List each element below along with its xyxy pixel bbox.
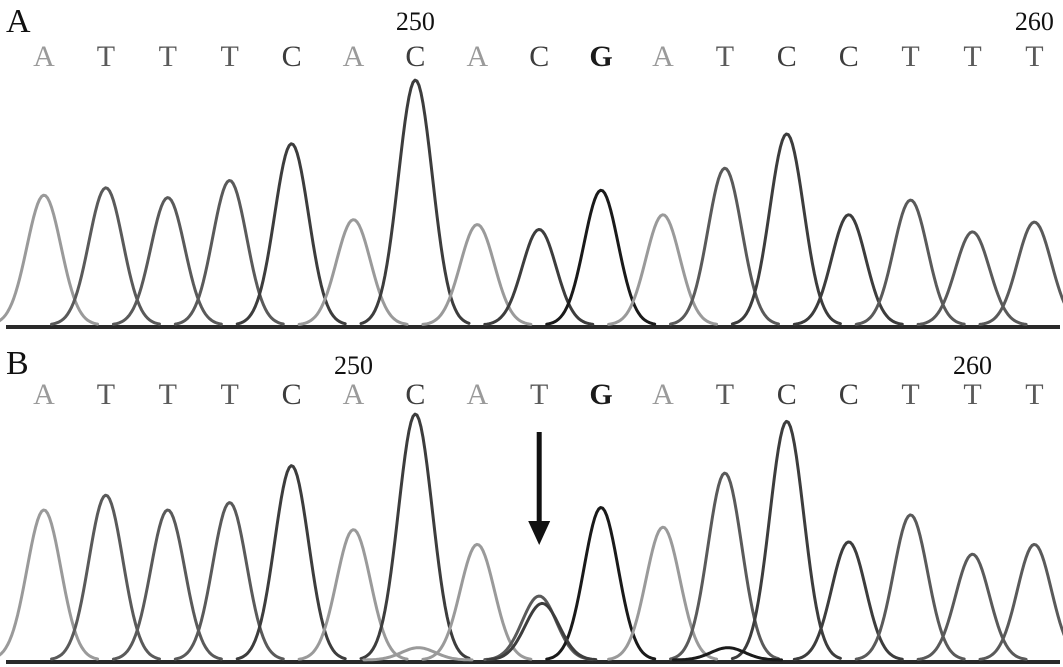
base-call: T: [97, 378, 115, 411]
peak-trace: [792, 213, 904, 326]
base-call: A: [466, 378, 488, 411]
base-call: T: [901, 378, 919, 411]
panel-a: A 250 260 A T T T C A C A C G A T C C T T T: [0, 3, 1063, 329]
panel-b-annotations: [528, 432, 551, 545]
peak-trace: [359, 412, 471, 660]
base-call: T: [716, 378, 734, 411]
peak-trace: [111, 196, 223, 326]
peak-trace: [669, 471, 780, 661]
base-call: C: [282, 378, 302, 411]
panel-a-position-labels: 250 260: [396, 7, 1054, 36]
base-call: T: [901, 40, 919, 73]
base-call: A: [33, 378, 55, 411]
base-call: C: [405, 40, 425, 73]
base-call: A: [466, 40, 488, 73]
base-call: C: [777, 378, 797, 411]
base-call: A: [652, 40, 674, 73]
peak-trace: [607, 525, 719, 661]
base-call: T: [963, 40, 981, 73]
peak-trace: [978, 542, 1063, 661]
panel-b: B 250 260 A T T T C A C A T G A T C C T T T: [0, 345, 1063, 664]
peak-trace: [545, 188, 657, 326]
base-call: T: [159, 378, 177, 411]
peak-trace: [421, 223, 533, 326]
panel-b-traces: [0, 412, 1063, 664]
peak-trace: [235, 464, 347, 661]
base-call: T: [963, 378, 981, 411]
peak-trace: [792, 540, 904, 661]
peak-trace: [607, 213, 719, 326]
peak-trace: [730, 419, 842, 661]
position-label: 260: [953, 351, 992, 380]
panel-b-letter: B: [6, 345, 29, 382]
base-call: C: [529, 40, 549, 73]
position-label: 250: [334, 351, 373, 380]
peak-trace: [0, 193, 100, 326]
peak-trace: [669, 166, 780, 326]
base-call: T: [97, 40, 115, 73]
base-call: A: [652, 378, 674, 411]
peak-trace: [235, 142, 347, 326]
position-label: 250: [396, 7, 435, 36]
base-call: T: [221, 378, 239, 411]
base-call: T: [716, 40, 734, 73]
base-call: G: [589, 40, 612, 73]
secondary-peak-trace: [362, 646, 474, 662]
peak-trace: [854, 198, 966, 326]
base-call: A: [33, 40, 55, 73]
base-call: T: [1025, 40, 1043, 73]
peak-trace: [173, 179, 285, 326]
peak-trace: [730, 132, 842, 326]
mutation-arrow-head: [528, 521, 551, 545]
base-call: C: [839, 378, 859, 411]
secondary-peak-trace: [486, 601, 598, 662]
base-call: T: [159, 40, 177, 73]
peak-trace: [854, 513, 966, 661]
base-call: T: [1025, 378, 1043, 411]
peak-trace: [483, 228, 595, 326]
base-call: A: [343, 378, 365, 411]
panel-a-traces: [0, 78, 1063, 329]
base-call: T: [221, 40, 239, 73]
position-label: 260: [1015, 7, 1054, 36]
base-call: C: [405, 378, 425, 411]
peak-trace: [173, 501, 285, 661]
base-call: G: [589, 378, 612, 411]
panel-a-letter: A: [6, 3, 31, 40]
base-call: T: [530, 378, 548, 411]
peak-trace: [916, 552, 1028, 661]
peak-trace: [545, 506, 657, 661]
peak-trace: [50, 493, 161, 661]
peak-trace: [916, 230, 1028, 326]
peak-trace: [111, 508, 223, 661]
base-call: A: [343, 40, 365, 73]
peak-trace: [50, 186, 161, 326]
secondary-peak-trace: [672, 646, 783, 662]
peak-trace: [297, 528, 409, 661]
base-call: C: [777, 40, 797, 73]
peak-trace: [297, 218, 409, 326]
panel-b-position-labels: 250 260: [334, 351, 992, 380]
base-call: C: [839, 40, 859, 73]
base-call: C: [282, 40, 302, 73]
peak-trace: [0, 508, 100, 661]
peak-trace: [978, 220, 1063, 326]
